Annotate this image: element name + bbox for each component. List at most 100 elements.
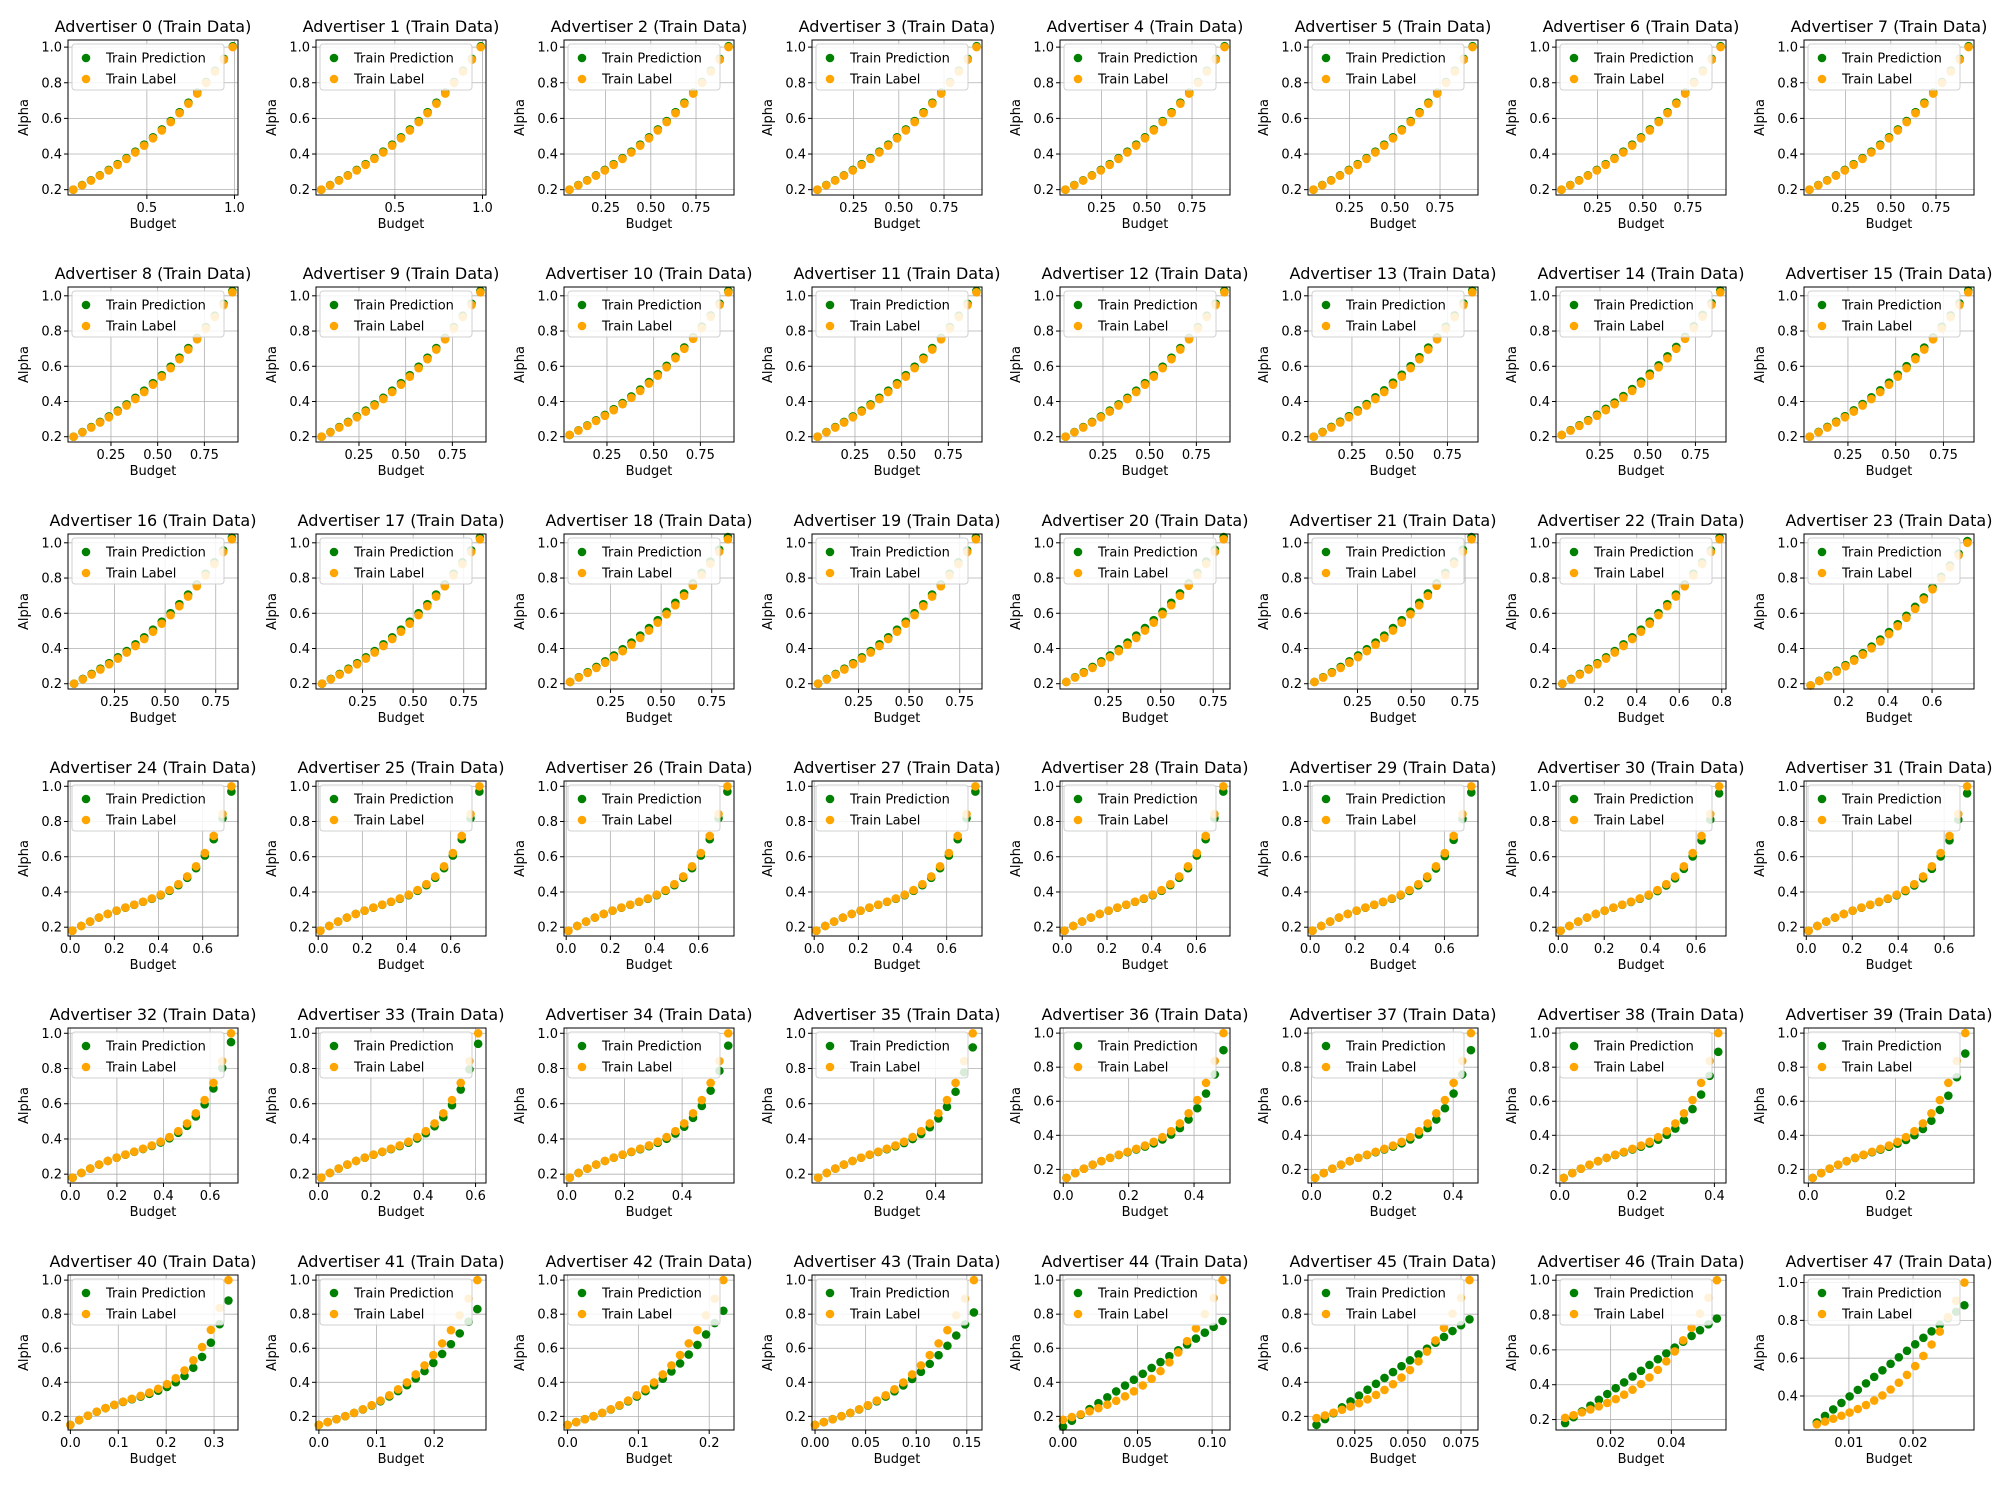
axes-frame	[1555, 1274, 1727, 1431]
axes-frame	[1059, 533, 1231, 690]
legend-entry-label: Train Prediction	[353, 1287, 454, 1302]
label-point	[684, 1339, 694, 1348]
label-point	[1560, 1413, 1570, 1423]
prediction-point	[723, 1041, 733, 1050]
prediction-point	[1714, 789, 1724, 798]
legend-box	[1807, 1031, 1961, 1079]
axes-frame	[1803, 39, 1975, 196]
label-point	[1167, 108, 1176, 118]
legend-marker-label	[329, 1309, 339, 1319]
label-point	[209, 1078, 218, 1088]
prediction-point	[1894, 1353, 1904, 1362]
label-point	[881, 1391, 890, 1400]
label-point	[583, 668, 592, 678]
y-tick-label: 0.6	[1033, 360, 1054, 375]
label-point	[1935, 1095, 1945, 1105]
y-tick-label: 0.6	[41, 112, 62, 127]
label-point	[671, 108, 680, 118]
label-point	[1465, 1275, 1474, 1285]
subplot-title: Advertiser 16 (Train Data)	[50, 511, 257, 530]
y-axis-label: Alpha	[265, 593, 280, 630]
label-point	[1406, 117, 1415, 127]
label-point	[1414, 879, 1423, 889]
label-point	[916, 1126, 926, 1136]
label-point	[1661, 1356, 1671, 1366]
label-point	[404, 1137, 413, 1146]
y-tick-label: 0.4	[1777, 148, 1798, 163]
legend-entry-label: Train Label	[1345, 1061, 1416, 1076]
subplot-advertiser-19: 0.25 0.50 0.750.20.40.60.81.0BudgetAlphaAd…	[761, 511, 1000, 726]
legend-marker-label	[1817, 568, 1827, 578]
x-tick-label: 0.2	[107, 1189, 128, 1204]
y-tick-label: 0.8	[289, 1308, 310, 1323]
label-point	[838, 913, 848, 922]
y-tick-label: 0.2	[1281, 1410, 1302, 1425]
legend-marker-label	[1073, 74, 1083, 84]
subplot-advertiser-34: 0.0 0.2 0.40.20.40.60.81.0BudgetAlphaAdver…	[513, 1005, 752, 1220]
x-axis-label: Budget	[1122, 1452, 1169, 1467]
label-point	[104, 166, 113, 175]
x-axis-label: Budget	[130, 464, 177, 479]
label-point	[118, 1397, 128, 1407]
y-tick-label: 0.4	[41, 885, 62, 900]
prediction-point	[1712, 1314, 1722, 1323]
legend-marker-prediction	[825, 53, 835, 63]
label-point	[1823, 423, 1832, 432]
subplot-advertiser-10: 0.25 0.50 0.750.20.40.60.81.0BudgetAlphaAd…	[513, 264, 752, 479]
label-point	[1936, 848, 1945, 858]
label-point	[1088, 663, 1097, 673]
subplot-title: Advertiser 11 (Train Data)	[794, 264, 1001, 283]
x-tick-label: 0.0	[1550, 1189, 1571, 1204]
label-point	[101, 1403, 110, 1413]
label-point	[1328, 1164, 1337, 1174]
label-point	[591, 171, 601, 181]
label-point	[1388, 1379, 1398, 1389]
x-axis-label: Budget	[874, 711, 921, 726]
label-point	[1058, 1415, 1068, 1425]
axes-frame	[1803, 1027, 1975, 1184]
axes-frame	[315, 780, 487, 937]
x-tick-label: 0.6	[1686, 942, 1707, 957]
x-tick-label: 0.02	[1596, 1436, 1625, 1451]
y-axis-label: Alpha	[761, 99, 776, 136]
label-point	[1670, 1347, 1680, 1356]
label-point	[1812, 1420, 1822, 1429]
axes-frame	[563, 533, 735, 690]
label-point	[1397, 1373, 1406, 1382]
label-point	[1822, 176, 1832, 185]
label-point	[1379, 141, 1389, 150]
x-tick-label: 0.75	[1922, 201, 1951, 216]
label-point	[1308, 926, 1317, 936]
label-point	[1814, 427, 1823, 437]
label-point	[396, 134, 406, 143]
label-point	[627, 148, 636, 157]
y-tick-label: 0.2	[785, 183, 806, 198]
axes-frame	[1555, 39, 1727, 196]
label-point	[1849, 656, 1859, 666]
subplot-advertiser-5: 0.25 0.50 0.750.20.40.60.81.0BudgetAlphaAd…	[1257, 17, 1491, 232]
label-point	[875, 148, 884, 157]
label-point	[206, 1325, 216, 1335]
y-tick-label: 0.6	[1777, 850, 1798, 865]
label-point	[1067, 1412, 1077, 1422]
y-tick-label: 1.0	[289, 1274, 310, 1289]
y-tick-label: 1.0	[1529, 1274, 1550, 1289]
label-point	[1831, 418, 1841, 427]
label-point	[1219, 534, 1229, 544]
label-point	[1397, 372, 1407, 382]
x-tick-label: 0.75	[1433, 448, 1462, 463]
subplot-advertiser-9: 0.25 0.50 0.750.20.40.60.81.0BudgetAlphaAd…	[265, 264, 499, 479]
legend-entry-label: Train Label	[1593, 567, 1664, 582]
y-tick-label: 0.6	[1529, 1343, 1550, 1358]
label-point	[892, 380, 902, 389]
y-tick-label: 0.6	[1281, 360, 1302, 375]
label-point	[1319, 1168, 1329, 1178]
label-point	[379, 641, 388, 651]
label-point	[1576, 1164, 1586, 1174]
x-tick-label: 0.75	[438, 448, 467, 463]
label-point	[1661, 879, 1671, 889]
axes-frame	[1803, 286, 1975, 443]
label-point	[174, 879, 183, 889]
prediction-point	[1619, 1378, 1629, 1387]
